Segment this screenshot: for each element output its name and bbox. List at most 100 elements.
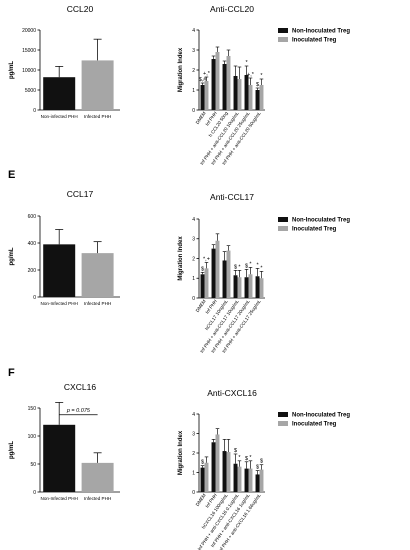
bar: [226, 250, 231, 298]
ccl20-chart: CCL20 0 5000 10000 15000 20000 pg/mL Non-infect…: [9, 4, 120, 119]
y-tick-label: 3: [192, 237, 195, 243]
bar: [222, 260, 227, 298]
significance-marker: *: [260, 265, 263, 271]
chart-title: CCL20: [67, 4, 94, 14]
bar: [43, 244, 76, 297]
chart-title: CXCL16: [64, 382, 96, 392]
legend: Non-Inoculated Treg Inoculated Treg: [278, 412, 350, 428]
significance-marker: $: [245, 263, 248, 269]
bar: [204, 462, 209, 492]
bar: [211, 442, 216, 492]
bar: [81, 253, 114, 297]
y-tick-label: 150: [28, 406, 37, 412]
bar: [237, 79, 242, 110]
bar: [204, 81, 209, 110]
y-axis-label: pg/mL: [9, 247, 15, 265]
significance-marker: $: [245, 456, 248, 462]
significance-marker: $: [234, 448, 237, 454]
significance-marker: $: [256, 82, 259, 88]
significance-marker: +,*: [247, 72, 255, 78]
y-tick-label: 1: [192, 470, 195, 476]
bar: [233, 463, 238, 492]
significance-marker: $: [234, 264, 237, 270]
legend-label: Non-Inoculated Treg: [292, 29, 350, 35]
panel-label-f: F: [8, 367, 15, 379]
bar: [259, 278, 264, 298]
y-axis-label: pg/mL: [9, 441, 15, 459]
legend-swatch: [278, 226, 288, 231]
bar: [211, 59, 216, 110]
bar: [222, 64, 227, 110]
bar: [215, 240, 220, 298]
y-tick-label: 4: [192, 217, 195, 223]
y-axis-label: Migration Index: [178, 236, 184, 281]
bar: [226, 56, 231, 110]
bar: [244, 277, 249, 298]
bar: [204, 268, 209, 298]
y-tick-label: 5000: [25, 88, 36, 94]
y-tick-label: 1: [192, 276, 195, 282]
legend-label: Non-Inoculated Treg: [292, 413, 350, 419]
significance-marker: *: [249, 261, 252, 267]
y-tick-label: 50: [30, 462, 36, 468]
y-tick-label: 4: [192, 28, 195, 34]
bar: [237, 466, 242, 492]
bar: [244, 468, 249, 492]
bar: [222, 451, 227, 492]
bar: [81, 60, 114, 110]
y-tick-label: 2: [192, 68, 195, 74]
y-axis-label: Migration Index: [178, 47, 184, 92]
y-tick-label: 1: [192, 88, 195, 94]
bar: [211, 248, 216, 298]
bar: [255, 276, 260, 298]
significance-marker: *: [245, 60, 248, 66]
x-tick-label: Infected PHH: [84, 114, 111, 119]
bar: [237, 277, 242, 298]
significance-marker: $: [260, 459, 263, 465]
significance-marker: $: [201, 266, 204, 272]
significance-marker: *: [260, 73, 263, 79]
p-value-label: p = 0.075: [66, 408, 91, 414]
legend-swatch: [278, 421, 288, 426]
bar: [248, 85, 253, 110]
bar: [81, 462, 114, 492]
y-tick-label: 3: [192, 48, 195, 54]
y-axis-label: Migration Index: [178, 430, 184, 475]
y-tick-label: 0: [192, 490, 195, 496]
bar: [215, 434, 220, 492]
legend-label: Non-Inoculated Treg: [292, 218, 350, 224]
bar: [43, 77, 76, 110]
y-tick-label: 200: [28, 268, 37, 274]
y-tick-label: 400: [28, 241, 37, 247]
chart-title: Anti-CCL17: [210, 192, 254, 202]
y-tick-label: 10000: [22, 68, 36, 74]
bar: [200, 467, 205, 492]
x-tick-label: Non-Infected PHH: [41, 496, 78, 501]
legend-swatch: [278, 37, 288, 42]
bar: [259, 85, 264, 110]
legend: Non-Inoculated Treg Inoculated Treg: [278, 217, 350, 233]
legend-swatch: [278, 412, 288, 417]
y-tick-label: 600: [28, 214, 37, 220]
x-tick-label: Non-infected PHH: [41, 114, 78, 119]
y-tick-label: 100: [28, 434, 37, 440]
y-tick-label: 4: [192, 412, 195, 418]
y-tick-label: 0: [192, 108, 195, 114]
legend: Non-Inoculated Treg Inoculated Treg: [278, 28, 350, 44]
significance-marker: $: [256, 465, 259, 471]
significance-marker: $: [201, 460, 204, 466]
cxcl16-chart: CXCL16 0 50 100 150 pg/mL Non-Infected PHH Infe…: [9, 382, 120, 501]
bar: [226, 452, 231, 492]
bar: [200, 274, 205, 298]
significance-marker: $,#: [199, 77, 208, 83]
chart-title: CCL17: [67, 189, 94, 199]
significance-marker: *: [249, 455, 252, 461]
bar: [215, 52, 220, 110]
bar: [233, 76, 238, 110]
x-tick-label: Infected PHH: [84, 496, 111, 501]
legend-label: Inoculated Treg: [292, 38, 337, 44]
